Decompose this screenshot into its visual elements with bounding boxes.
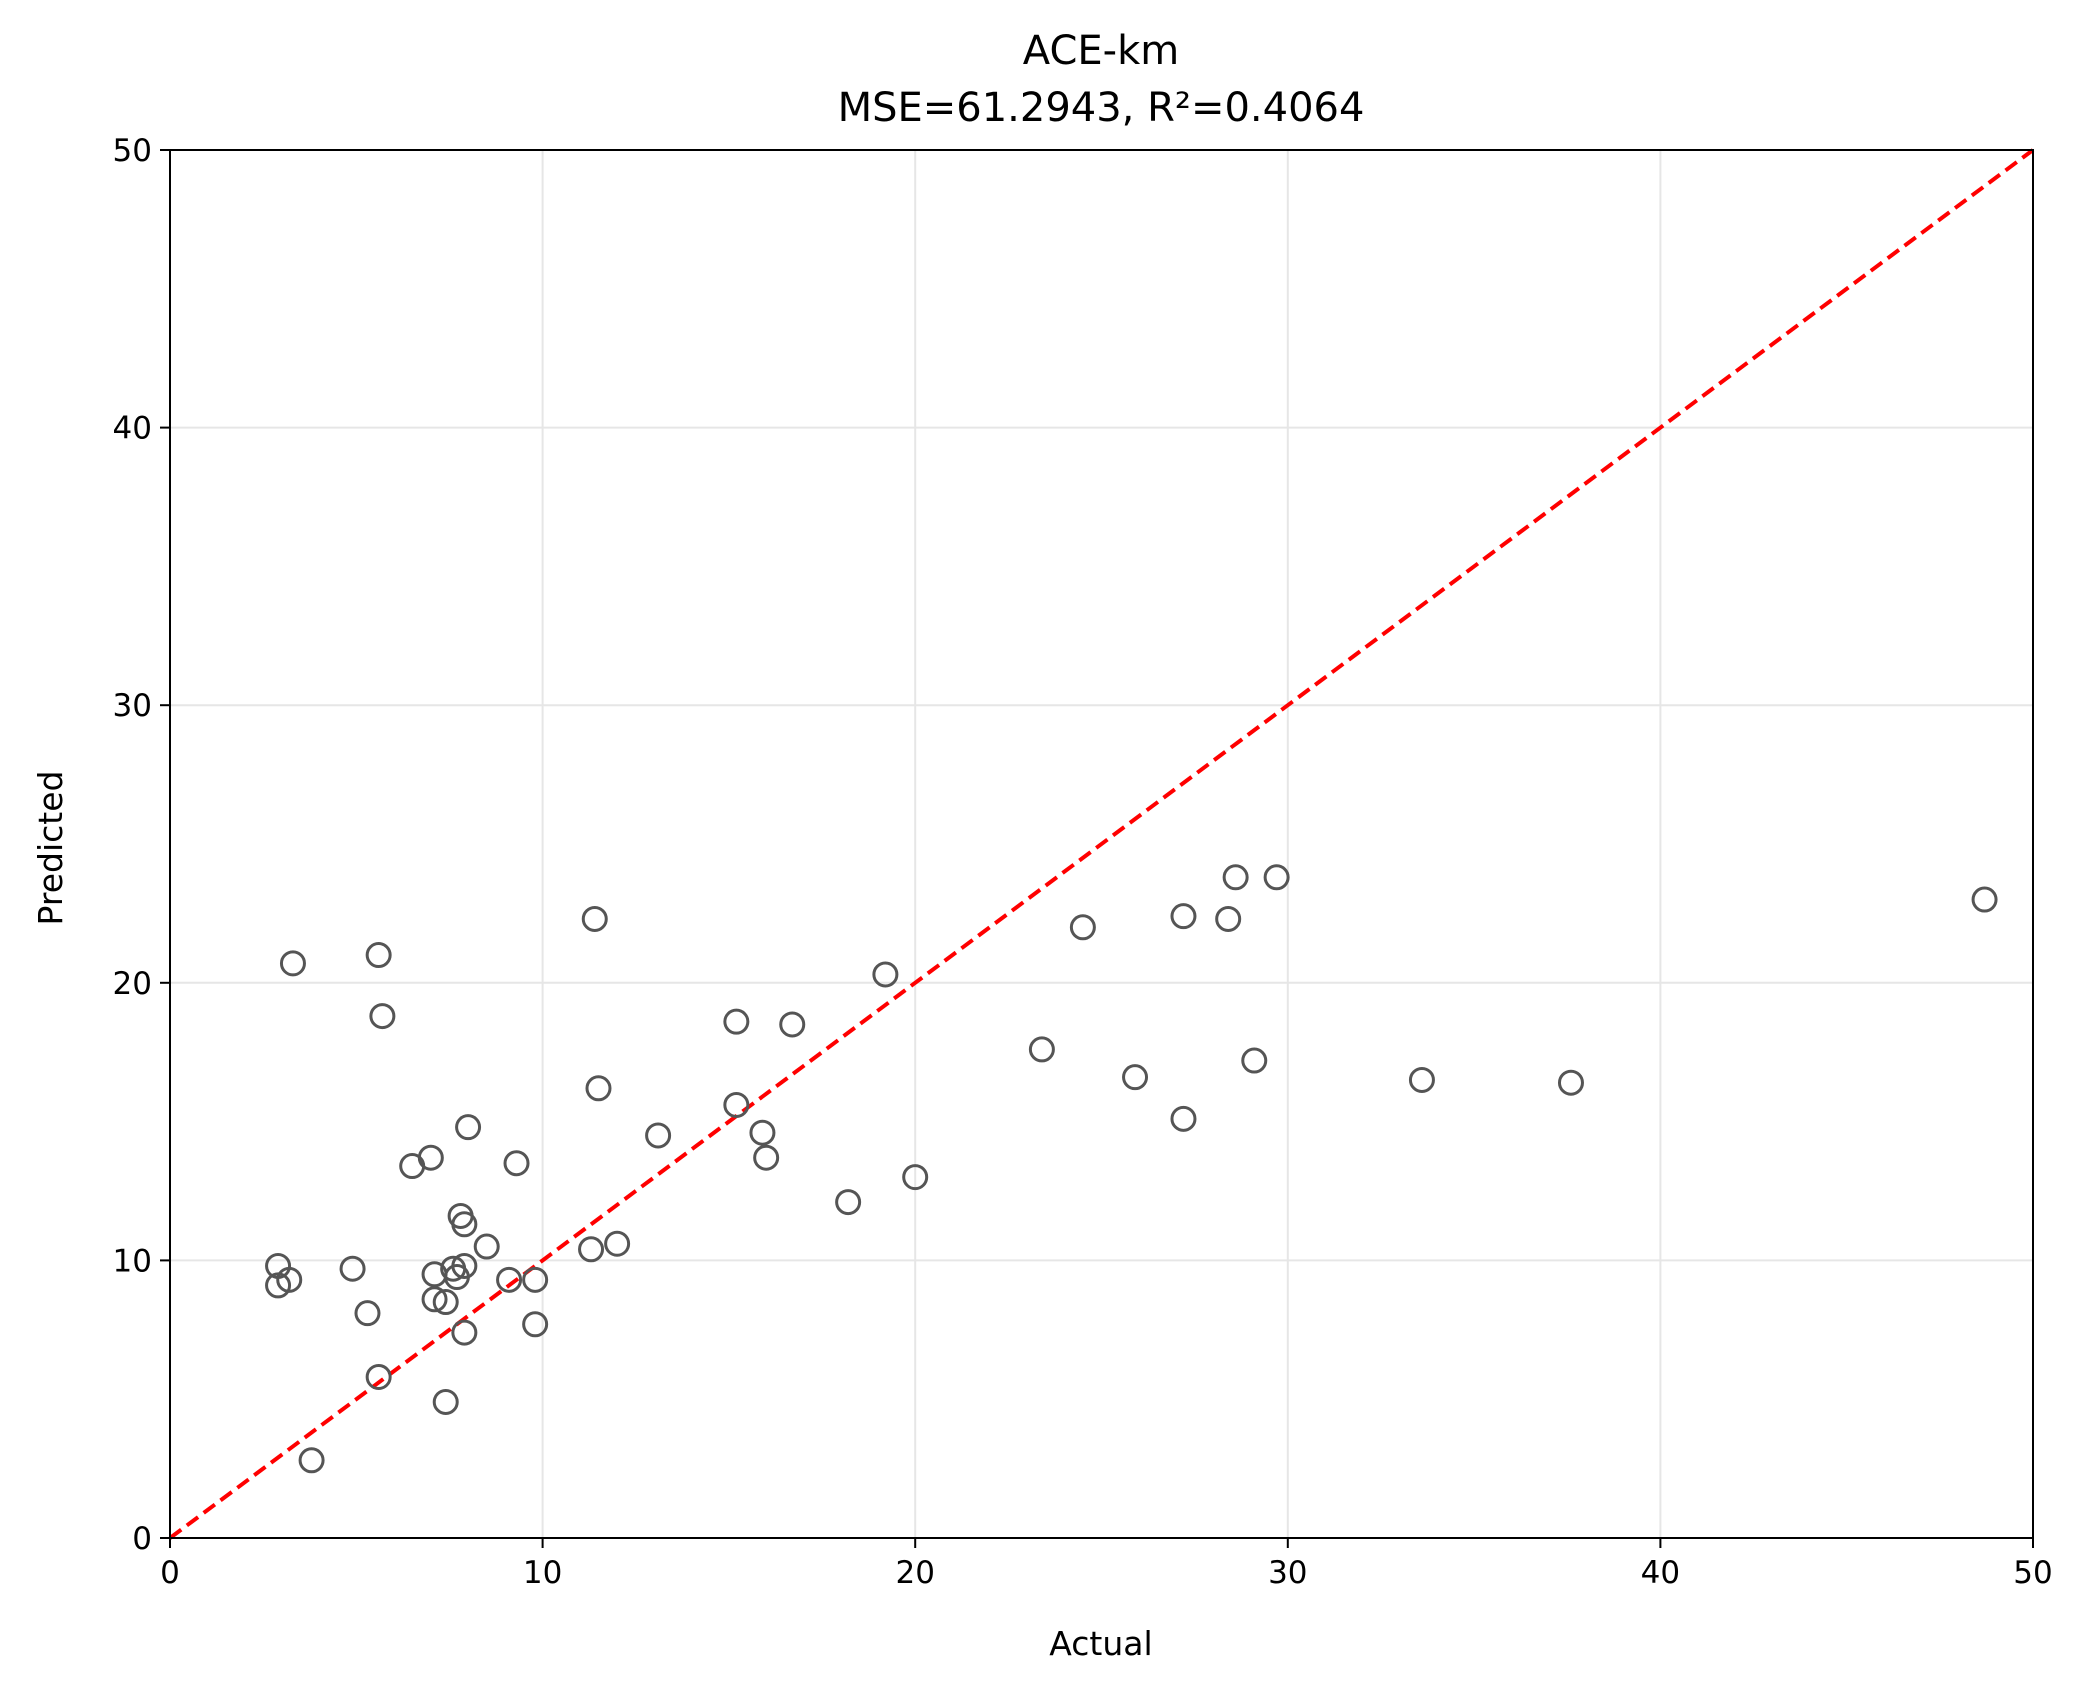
chart-subtitle: MSE=61.2943, R²=0.4064 — [838, 85, 1365, 131]
scatter-point — [451, 1319, 478, 1346]
scatter-point — [585, 1075, 612, 1102]
scatter-point — [455, 1114, 482, 1141]
scatter-point — [522, 1266, 549, 1293]
y-tick-label: 30 — [113, 688, 152, 724]
y-tick-label: 40 — [113, 411, 152, 447]
scatter-point — [276, 1266, 303, 1293]
scatter-point — [432, 1289, 459, 1316]
scatter-point — [1215, 905, 1242, 932]
x-tick-label: 10 — [523, 1555, 562, 1591]
scatter-point — [1557, 1069, 1584, 1096]
x-tick-label: 0 — [160, 1555, 180, 1591]
x-axis-label: Actual — [1049, 1624, 1152, 1663]
scatter-point — [298, 1447, 325, 1474]
scatter-point — [369, 1003, 396, 1030]
x-tick-label: 30 — [1268, 1555, 1307, 1591]
scatter-point — [1263, 864, 1290, 891]
scatter-point — [522, 1311, 549, 1338]
x-tick-label: 40 — [1641, 1555, 1680, 1591]
scatter-point — [354, 1300, 381, 1327]
scatter-point — [1028, 1036, 1055, 1063]
scatter-point — [421, 1286, 448, 1313]
scatter-point — [417, 1144, 444, 1171]
scatter-point — [365, 1363, 392, 1390]
scatter-point — [578, 1236, 605, 1263]
scatter-point — [723, 1091, 750, 1118]
plot-area-frame — [169, 149, 2034, 1539]
scatter-point — [779, 1011, 806, 1038]
scatter-point — [581, 905, 608, 932]
identity-reference-line — [168, 148, 2035, 1540]
scatter-point — [1971, 886, 1998, 913]
y-tick-label: 10 — [113, 1243, 152, 1279]
scatter-point — [1222, 864, 1249, 891]
scatter-point — [723, 1008, 750, 1035]
scatter-point — [902, 1164, 929, 1191]
scatter-point — [835, 1189, 862, 1216]
scatter-point — [279, 950, 306, 977]
scatter-point — [473, 1233, 500, 1260]
x-tick-label: 50 — [2013, 1555, 2052, 1591]
y-axis-label: Predicted — [31, 771, 70, 926]
y-tick-label: 50 — [113, 133, 152, 169]
scatter-point — [365, 942, 392, 969]
chart-title: ACE-km — [1023, 28, 1179, 74]
scatter-point — [496, 1266, 523, 1293]
scatter-point — [753, 1144, 780, 1171]
scatter-point — [339, 1255, 366, 1282]
y-tick-label: 20 — [113, 966, 152, 1002]
scatter-point — [749, 1119, 776, 1146]
data-points — [265, 864, 1998, 1474]
scatter-point — [872, 961, 899, 988]
scatter-point — [1170, 1105, 1197, 1132]
scatter-point — [604, 1230, 631, 1257]
scatter-point — [451, 1211, 478, 1238]
scatter-point — [1069, 914, 1096, 941]
scatter-point — [451, 1252, 478, 1279]
scatter-point — [1241, 1047, 1268, 1074]
y-tick-label: 0 — [132, 1521, 152, 1557]
scatter-point — [432, 1388, 459, 1415]
scatter-point — [1122, 1064, 1149, 1091]
axis-ticks: 0 10 20 30 40 50 0 10 20 30 40 50 — [113, 133, 2053, 1591]
scatter-point — [645, 1122, 672, 1149]
reference-line-group — [168, 148, 2035, 1540]
scatter-point — [1408, 1066, 1435, 1093]
scatter-point — [1170, 903, 1197, 930]
scatter-point — [503, 1150, 530, 1177]
x-tick-label: 20 — [895, 1555, 934, 1591]
